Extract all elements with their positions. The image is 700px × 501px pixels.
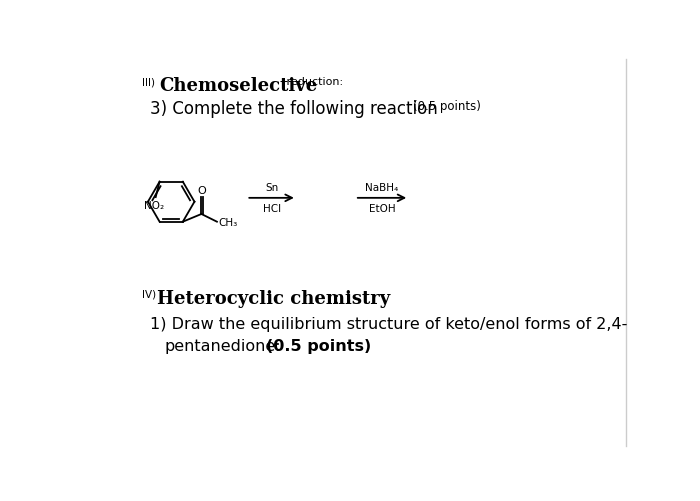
Text: NO₂: NO₂ bbox=[144, 201, 164, 211]
Text: O: O bbox=[198, 185, 206, 195]
Text: (0.5 points): (0.5 points) bbox=[266, 338, 371, 353]
Text: HCl: HCl bbox=[262, 204, 281, 214]
Text: CH₃: CH₃ bbox=[218, 217, 238, 227]
Text: Sn: Sn bbox=[265, 183, 278, 193]
Text: :: : bbox=[334, 289, 340, 307]
Text: NaBH₄: NaBH₄ bbox=[365, 183, 398, 193]
Text: Chemoselective: Chemoselective bbox=[159, 77, 317, 95]
Text: IV): IV) bbox=[141, 289, 156, 299]
Text: III): III) bbox=[141, 77, 155, 87]
Text: 1) Draw the equilibrium structure of keto/enol forms of 2,4-: 1) Draw the equilibrium structure of ket… bbox=[150, 316, 627, 331]
Text: EtOH: EtOH bbox=[369, 204, 396, 214]
Text: pentanedione:: pentanedione: bbox=[165, 338, 281, 353]
Text: 3) Complete the following reaction: 3) Complete the following reaction bbox=[150, 100, 438, 118]
Text: reduction:: reduction: bbox=[283, 77, 343, 87]
Text: Heterocyclic chemistry: Heterocyclic chemistry bbox=[158, 289, 391, 307]
Text: (0.5 points): (0.5 points) bbox=[413, 100, 481, 113]
